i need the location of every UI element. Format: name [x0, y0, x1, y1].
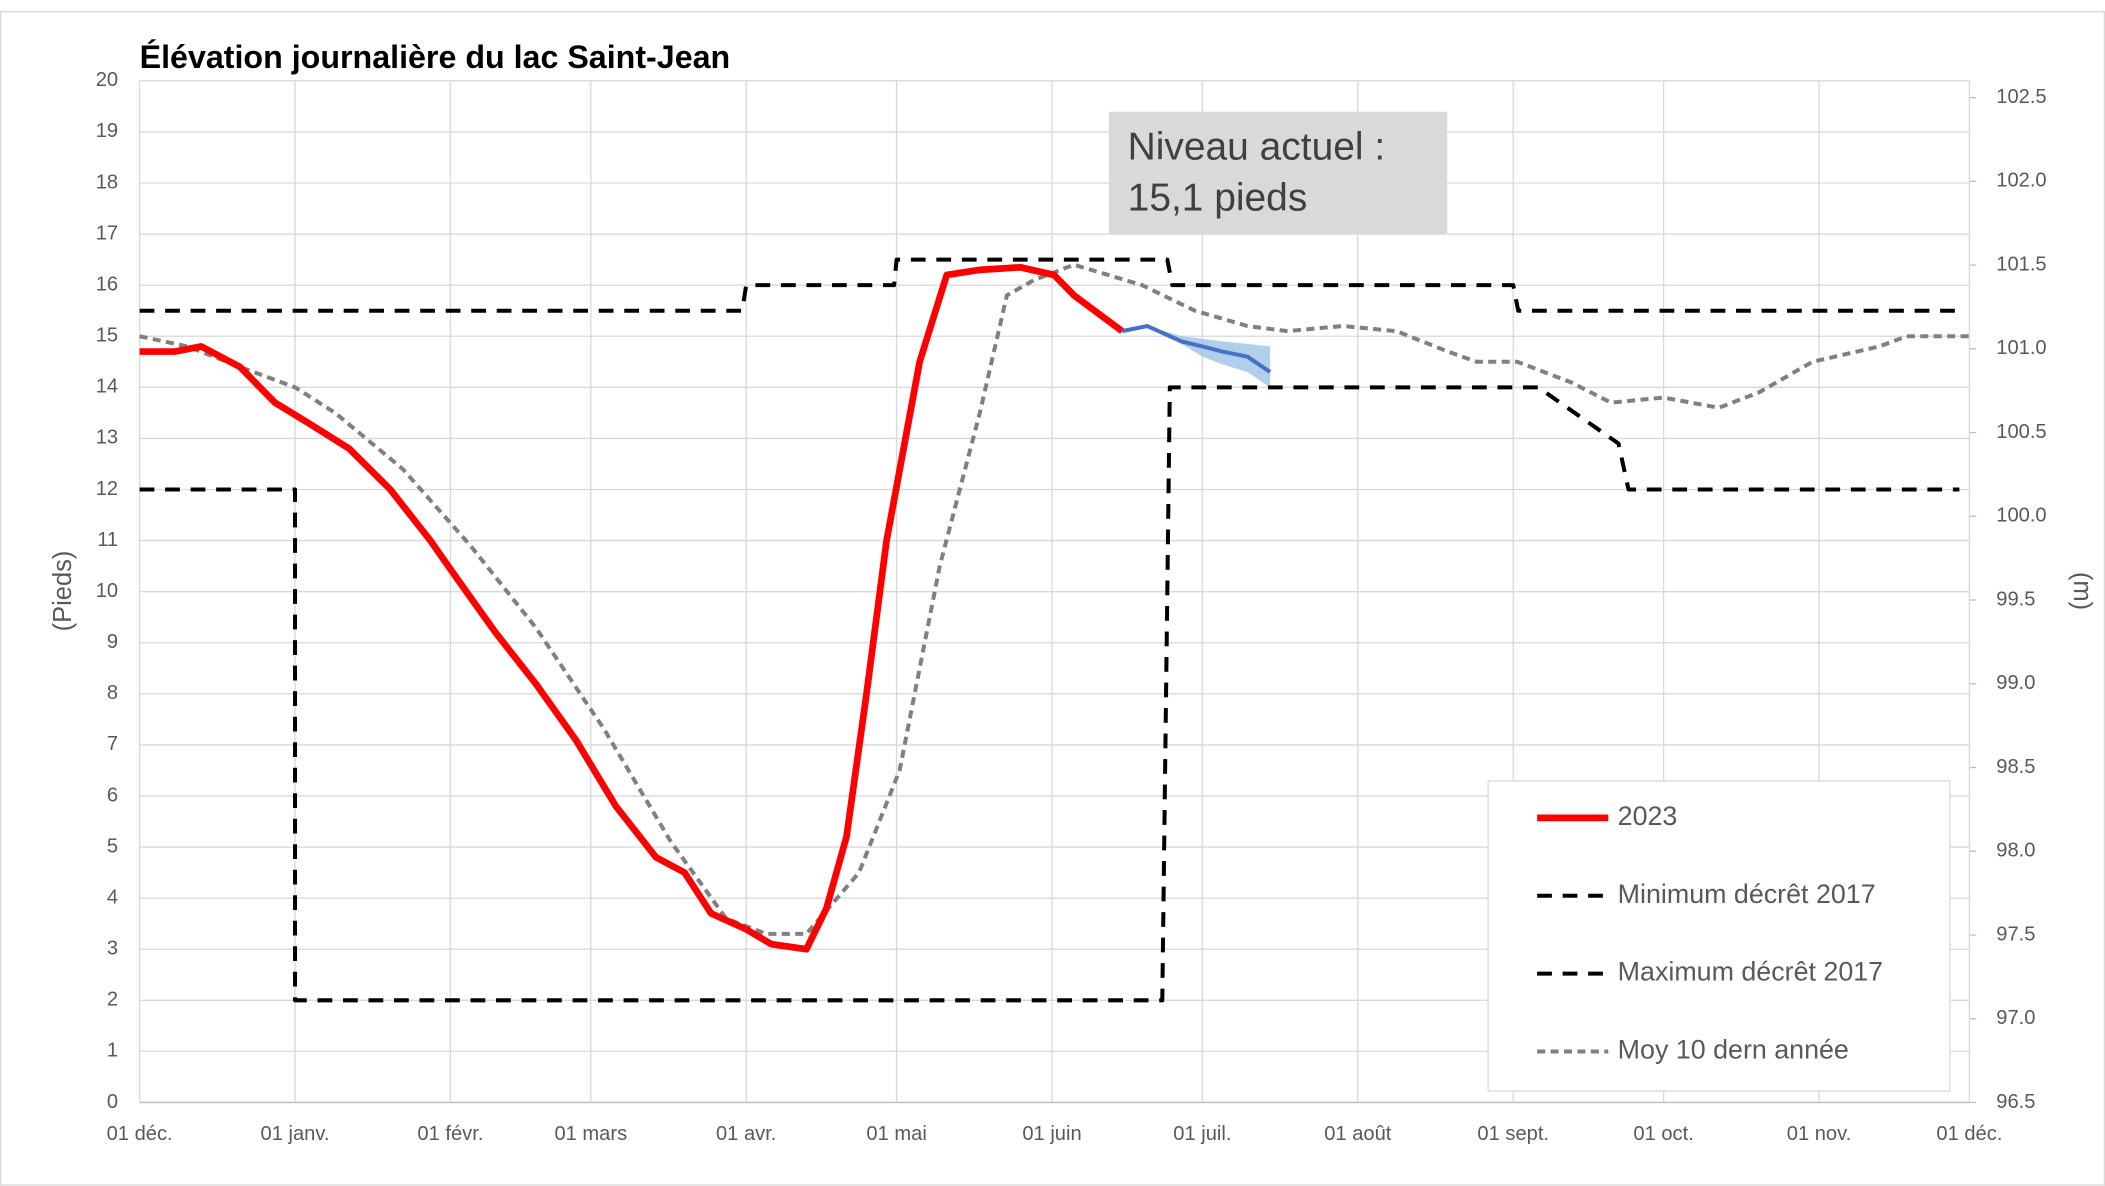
x-tick-label: 01 sept. [1477, 1123, 1549, 1145]
y-axis-label: (Pieds) [49, 551, 77, 632]
y-tick-label: 15 [96, 325, 118, 347]
legend-label: Moy 10 dern année [1618, 1035, 1849, 1065]
legend-entries: 2023 Minimum décrêt 2017 Maximum décrêt 20… [1537, 801, 1883, 1065]
y-tick-label: 3 [107, 938, 118, 960]
y-tick-label: 2 [107, 989, 118, 1011]
x-tick-label: 01 juil. [1173, 1123, 1231, 1145]
y-tick-label: 14 [96, 376, 118, 398]
y-tick-label: 5 [107, 835, 118, 857]
y2-tick-label: 102.0 [1996, 170, 2046, 192]
y-tick-label: 13 [96, 427, 118, 449]
legend-label: Minimum décrêt 2017 [1618, 879, 1876, 909]
x-tick-label: 01 mars [554, 1123, 627, 1145]
series-line [139, 385, 1960, 1003]
series-line [139, 257, 1960, 313]
annotation: 15,1 pieds [1128, 177, 1308, 220]
legend [1487, 780, 1951, 1092]
series-line [139, 263, 1125, 953]
y-tick-label: 4 [107, 886, 118, 908]
x-tick-label: 01 juin [1022, 1123, 1081, 1145]
y-tick-label: 8 [107, 682, 118, 704]
legend-label: Maximum décrêt 2017 [1618, 957, 1883, 987]
x-tick-label: 01 mai [866, 1123, 926, 1145]
legend-label: 2023 [1618, 801, 1678, 831]
x-tick-label: 01 déc. [1936, 1123, 2002, 1145]
chart-title: Élévation journalière du lac Saint-Jean [140, 39, 731, 75]
y-tick-label: 16 [96, 273, 118, 295]
forecast-line [1121, 324, 1272, 374]
y2-tick-label: 99.0 [1996, 672, 2035, 694]
x-tick-label: 01 févr. [417, 1123, 483, 1145]
x-tick-label: 01 avr. [716, 1123, 776, 1145]
y2-tick-label: 98.0 [1996, 840, 2035, 862]
x-tick-label: 01 janv. [261, 1123, 330, 1145]
y-tick-label: 17 [96, 222, 118, 244]
x-tick-label: 01 août [1324, 1123, 1392, 1145]
y2-tick-label: 96.5 [1996, 1091, 2035, 1113]
y2-tick-label: 98.5 [1996, 756, 2035, 778]
y-tick-label: 11 [97, 529, 118, 551]
x-tick-label: 01 oct. [1633, 1123, 1693, 1145]
plot [139, 257, 1970, 1003]
y-tick-label: 1 [107, 1040, 118, 1062]
y-tick-label: 20 [96, 69, 118, 91]
y-tick-label: 0 [107, 1091, 118, 1113]
annotation: Niveau actuel : [1128, 126, 1385, 169]
y2-tick-label: 101.0 [1996, 337, 2046, 359]
y-tick-label: 10 [96, 580, 118, 602]
y-tick-label: 18 [96, 171, 118, 193]
y-tick-label: 6 [107, 784, 118, 806]
frame [0, 11, 2105, 1186]
y2-tick-label: 100.0 [1996, 505, 2046, 527]
y2-tick-label: 102.5 [1996, 86, 2046, 108]
x-tick-label: 01 nov. [1787, 1123, 1852, 1145]
y-tick-label: 12 [96, 478, 118, 500]
y2-tick-label: 97.0 [1996, 1007, 2035, 1029]
y2-tick-label: 99.5 [1996, 588, 2035, 610]
y2-axis-label: (m) [2068, 572, 2096, 610]
y2-tick-label: 101.5 [1996, 253, 2046, 275]
y2-tick-label: 97.5 [1996, 923, 2035, 945]
y-tick-label: 9 [107, 631, 118, 653]
y-tick-label: 7 [107, 733, 118, 755]
x-tick-label: 01 déc. [107, 1123, 173, 1145]
y2-tick-label: 100.5 [1996, 421, 2046, 443]
y-tick-label: 19 [96, 120, 118, 142]
annotation-box [1108, 111, 1448, 234]
